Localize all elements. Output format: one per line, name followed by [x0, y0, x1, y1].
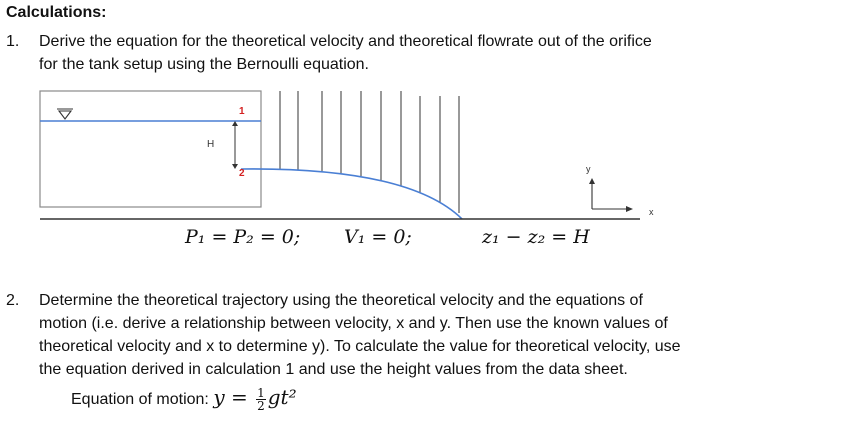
- item-text-line: motion (i.e. derive a relationship betwe…: [39, 315, 668, 332]
- tank-diagram: 1 2 H y x: [39, 90, 654, 220]
- jet-trajectory: [240, 168, 463, 220]
- pressure-equation: P₁ = P₂ = 0;: [185, 226, 301, 248]
- item-text-line: the equation derived in calculation 1 an…: [39, 361, 628, 378]
- point-2-label: 2: [239, 168, 245, 179]
- equation-of-motion: Equation of motion: y = 1 2 gt²: [71, 385, 297, 412]
- axis-x-label: x: [649, 207, 654, 217]
- item-text-line: Derive the equation for the theoretical …: [39, 33, 652, 50]
- grid-lines: [279, 91, 460, 213]
- velocity-equation: V₁ = 0;: [344, 226, 412, 248]
- fraction-numerator: 1: [256, 386, 266, 401]
- item-text-line: theoretical velocity and x to determine …: [39, 338, 681, 355]
- calculation-item-2: 2. Determine the theoretical trajectory …: [6, 290, 846, 380]
- y-axis-arrow-icon: [589, 178, 595, 184]
- elevation-equation: z₁ − z₂ = H: [482, 226, 590, 248]
- section-heading: Calculations:: [6, 4, 107, 21]
- height-label: H: [207, 139, 214, 150]
- item-number: 2.: [6, 292, 20, 309]
- tank-outline: [39, 90, 262, 208]
- calculation-item-1: 1. Derive the equation for the theoretic…: [6, 31, 846, 75]
- point-1-label: 1: [239, 106, 245, 117]
- item-text-line: for the tank setup using the Bernoulli e…: [39, 56, 369, 73]
- height-arrow-down-icon: [232, 164, 238, 169]
- motion-label: Equation of motion:: [71, 391, 214, 408]
- fraction-denominator: 2: [257, 399, 265, 414]
- x-axis-arrow-icon: [626, 206, 633, 212]
- motion-rhs: gt²: [267, 385, 297, 409]
- axis-y-label: y: [586, 164, 591, 174]
- motion-lhs: y =: [213, 385, 255, 409]
- height-arrow-up-icon: [232, 121, 238, 126]
- item-text-line: Determine the theoretical trajectory usi…: [39, 292, 643, 309]
- free-surface-marker-icon: [57, 110, 73, 120]
- item-number: 1.: [6, 33, 20, 50]
